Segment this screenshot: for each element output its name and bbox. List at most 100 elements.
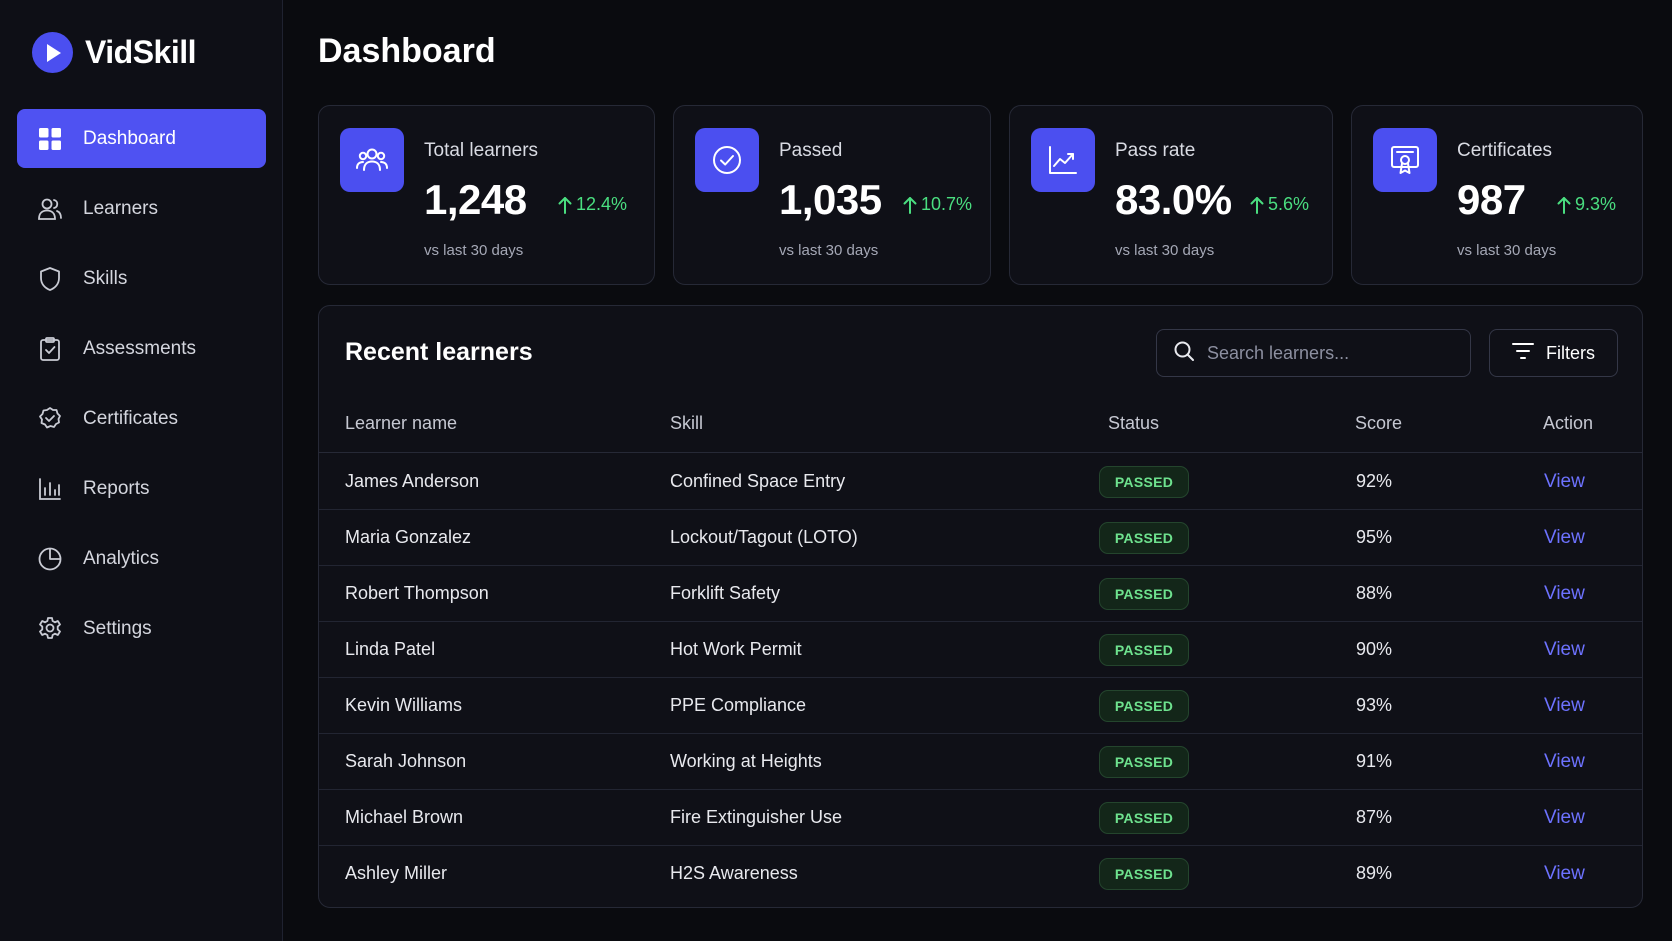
score: 91% [1356, 751, 1393, 771]
sidebar-item-label: Assessments [83, 337, 196, 359]
stat-label: Passed [779, 140, 843, 161]
score: 89% [1356, 863, 1393, 883]
view-link[interactable]: View [1544, 863, 1585, 884]
sidebar-nav: Dashboard Learners Skills Assessments Ce… [17, 109, 266, 669]
arrow-up-icon [558, 196, 572, 214]
stat-label: Total learners [424, 140, 539, 161]
play-icon [32, 32, 73, 73]
sidebar-item-label: Certificates [83, 407, 179, 429]
stat-subtext: vs last 30 days [779, 242, 879, 259]
sidebar-item-label: Dashboard [83, 127, 176, 149]
arrow-up-icon [903, 196, 917, 214]
filters-label: Filters [1546, 342, 1595, 363]
skill-name: H2S Awareness [670, 863, 798, 883]
stat-subtext: vs last 30 days [1115, 242, 1215, 259]
sidebar-item-settings[interactable]: Settings [17, 599, 266, 658]
brand-name: VidSkill [85, 34, 197, 70]
skill-name: Working at Heights [670, 751, 822, 771]
stat-delta: 12.4% [558, 194, 627, 215]
sidebar-item-label: Skills [83, 267, 128, 289]
panel-title: Recent learners [345, 338, 533, 366]
status-badge: PASSED [1099, 746, 1189, 778]
stat-label: Certificates [1457, 140, 1553, 161]
certificate-icon [1373, 128, 1437, 192]
table-row: Maria Gonzalez Lockout/Tagout (LOTO) PAS… [319, 510, 1642, 566]
table-row: Kevin Williams PPE Compliance PASSED 93%… [319, 678, 1642, 734]
learner-name: Maria Gonzalez [345, 527, 472, 547]
sidebar-item-skills[interactable]: Skills [17, 249, 266, 308]
shield-icon [37, 266, 63, 292]
users-icon [340, 128, 404, 192]
stat-card-passed: Passed 1,035 10.7% vs last 30 days [673, 105, 991, 285]
sidebar-item-label: Analytics [83, 547, 160, 569]
status-badge: PASSED [1099, 634, 1189, 666]
stat-card-total-learners: Total learners 1,248 12.4% vs last 30 da… [318, 105, 655, 285]
column-header-status[interactable]: Status [1108, 413, 1160, 433]
sidebar-item-analytics[interactable]: Analytics [17, 529, 266, 588]
brand[interactable]: VidSkill [32, 32, 197, 73]
sidebar-item-assessments[interactable]: Assessments [17, 319, 266, 378]
view-link[interactable]: View [1544, 527, 1585, 548]
sidebar-item-dashboard[interactable]: Dashboard [17, 109, 266, 168]
gear-icon [37, 616, 63, 642]
search-icon [1173, 340, 1195, 367]
stat-label: Pass rate [1115, 140, 1196, 161]
column-header-learner-name[interactable]: Learner name [345, 413, 458, 433]
grid-icon [37, 126, 63, 152]
learner-name: James Anderson [345, 471, 480, 491]
stat-value: 1,035 [779, 176, 882, 223]
status-badge: PASSED [1099, 802, 1189, 834]
filters-button[interactable]: Filters [1489, 329, 1618, 377]
table-row: Robert Thompson Forklift Safety PASSED 8… [319, 566, 1642, 622]
view-link[interactable]: View [1544, 695, 1585, 716]
score: 90% [1356, 639, 1393, 659]
skill-name: PPE Compliance [670, 695, 807, 715]
sidebar-item-label: Learners [83, 197, 158, 219]
score: 92% [1356, 471, 1393, 491]
skill-name: Hot Work Permit [670, 639, 802, 659]
view-link[interactable]: View [1544, 471, 1585, 492]
column-header-skill[interactable]: Skill [670, 413, 704, 433]
view-link[interactable]: View [1544, 751, 1585, 772]
trend-up-icon [1031, 128, 1095, 192]
skill-name: Forklift Safety [670, 583, 781, 603]
sidebar-item-label: Settings [83, 617, 152, 639]
status-badge: PASSED [1099, 858, 1189, 890]
column-header-score[interactable]: Score [1355, 413, 1403, 433]
sidebar-item-learners[interactable]: Learners [17, 179, 266, 238]
learner-name: Ashley Miller [345, 863, 448, 883]
status-badge: PASSED [1099, 522, 1189, 554]
column-header-action: Action [1543, 413, 1594, 433]
score: 88% [1356, 583, 1393, 603]
view-link[interactable]: View [1544, 583, 1585, 604]
page-title: Dashboard [318, 32, 496, 70]
search-input[interactable] [1207, 342, 1447, 364]
sidebar-item-label: Reports [83, 477, 150, 499]
skill-name: Lockout/Tagout (LOTO) [670, 527, 858, 547]
stat-delta: 5.6% [1250, 194, 1309, 215]
stat-delta: 10.7% [903, 194, 972, 215]
status-badge: PASSED [1099, 466, 1189, 498]
badge-icon [37, 406, 63, 432]
sidebar-item-certificates[interactable]: Certificates [17, 389, 266, 448]
view-link[interactable]: View [1544, 639, 1585, 660]
skill-name: Fire Extinguisher Use [670, 807, 843, 827]
score: 87% [1356, 807, 1393, 827]
sidebar: VidSkill Dashboard Learners Skills Asses… [0, 0, 283, 941]
stat-value: 987 [1457, 176, 1526, 223]
sidebar-item-reports[interactable]: Reports [17, 459, 266, 518]
stat-value: 1,248 [424, 176, 527, 223]
table-row: Ashley Miller H2S Awareness PASSED 89% V… [319, 846, 1642, 902]
score: 93% [1356, 695, 1393, 715]
stat-subtext: vs last 30 days [1457, 242, 1557, 259]
learner-name: Robert Thompson [345, 583, 489, 603]
stat-value: 83.0% [1115, 176, 1232, 223]
learner-name: Linda Patel [345, 639, 436, 659]
status-badge: PASSED [1099, 578, 1189, 610]
clipboard-check-icon [37, 336, 63, 362]
table-row: James Anderson Confined Space Entry PASS… [319, 454, 1642, 510]
table-header: Learner name Skill Status Score Action [319, 393, 1642, 453]
table-row: Sarah Johnson Working at Heights PASSED … [319, 734, 1642, 790]
view-link[interactable]: View [1544, 807, 1585, 828]
search-box[interactable] [1156, 329, 1471, 377]
